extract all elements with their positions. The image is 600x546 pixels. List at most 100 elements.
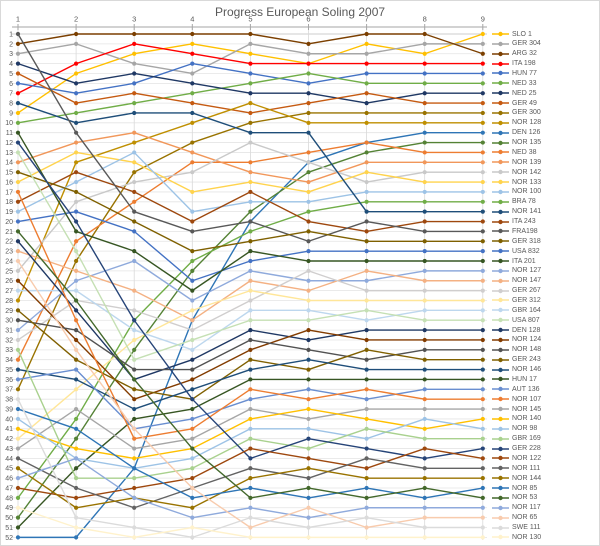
series-marker-icon [248,308,253,313]
series-marker-icon [306,308,311,313]
y-axis-tick-label: 7 [9,91,13,98]
series-marker-icon [74,347,79,352]
series-marker-icon [190,406,195,412]
series-marker-icon [480,258,485,264]
legend-label: ITA 198 [512,60,536,68]
series-marker-icon [364,397,369,402]
series-marker-icon [15,140,21,145]
series-marker-icon [306,505,311,510]
series-marker-icon [306,387,311,392]
series-marker-icon [422,239,427,244]
series-marker-icon [248,100,253,106]
series-marker-icon [132,535,137,540]
series-marker-icon [15,357,21,362]
x-axis-tick-label: 1 [16,15,20,24]
legend-label: AUT 136 [512,385,540,393]
series-marker-icon [306,397,311,402]
series-marker-icon [132,100,137,106]
series-marker-icon [15,120,21,125]
y-axis-tick-label: 43 [5,446,13,453]
legend-item: ITA 243 [492,217,536,227]
series-marker-icon [15,436,21,441]
series-marker-icon [190,120,195,125]
series-marker-icon [190,505,195,510]
series-marker-icon [480,318,485,323]
series-marker-icon [422,515,427,520]
series-marker-icon [132,258,137,264]
y-axis-tick-label: 46 [5,476,13,483]
series-marker-icon [364,179,369,185]
series-marker-icon [306,219,311,224]
series-marker-icon [132,446,137,451]
series-marker-icon [74,426,79,431]
series-marker-icon [74,258,79,264]
y-axis-tick-label: 36 [5,377,13,384]
series-marker-icon [306,160,311,165]
legend-item: USA 807 [492,315,540,325]
series-marker-icon [480,347,485,352]
x-axis-tick-label: 9 [481,15,485,24]
series-marker-icon [364,466,369,471]
y-axis-tick-label: 34 [5,357,13,364]
y-axis-tick-label: 15 [5,170,13,177]
series-marker-icon [15,150,21,155]
series-marker-icon [132,51,137,56]
series-marker-icon [132,397,137,402]
series-marker-icon [15,397,21,402]
y-axis-tick-label: 30 [5,318,13,325]
series-marker-icon [15,229,21,234]
series-marker-icon [74,41,79,46]
series-marker-icon [480,278,485,283]
series-marker-icon [306,446,311,451]
series-marker-icon [132,219,137,224]
series-marker-icon [364,387,369,392]
series-marker-icon [74,367,79,372]
series-marker-icon [364,249,369,254]
series-marker-icon [132,110,137,116]
legend-label: GER 304 [512,40,541,48]
series-marker-icon [15,160,21,165]
series-marker-icon [74,268,79,273]
series-marker-icon [248,387,253,392]
series-marker-icon [15,495,21,500]
series-marker-icon [364,81,369,86]
series-marker-icon [190,31,195,37]
series-marker-icon [306,130,311,135]
series-marker-icon [15,199,21,204]
legend-marker-icon [492,318,509,323]
series-marker-icon [480,91,485,96]
series-marker-icon [364,416,369,422]
legend-marker-icon [492,268,509,274]
y-axis-tick-label: 41 [5,426,13,433]
legend-label: NOR 139 [512,158,542,166]
series-marker-icon [248,436,253,441]
series-marker-icon [132,199,137,204]
series-marker-icon [15,170,21,175]
series-marker-icon [132,495,137,500]
series-marker-icon [422,189,427,195]
legend-item: GER 300 [492,108,541,118]
y-axis-tick-label: 50 [5,515,13,522]
series-marker-icon [248,525,253,530]
legend-item: NOR 140 [492,414,541,424]
legend-item: NOR 111 [492,463,540,473]
series-marker-icon [306,406,311,412]
legend-item: GER 312 [492,295,541,305]
series-marker-icon [480,426,485,431]
series-marker-icon [422,81,427,86]
legend-item: SWE 111 [492,523,541,533]
legend-item: AUT 136 [492,384,540,394]
series-marker-icon [132,81,137,86]
series-marker-icon [364,239,369,244]
series-marker-icon [422,387,427,392]
series-marker-icon [248,535,253,540]
x-axis-tick-label: 2 [74,15,78,24]
legend-label: NOR 100 [512,188,542,196]
series-marker-icon [364,485,369,491]
legend-label: GBR 164 [512,306,541,314]
legend-item: FRA198 [492,226,538,236]
legend-label: FRA198 [512,227,538,235]
series-marker-icon [248,495,253,500]
legend-marker-icon [492,110,509,116]
series-marker-icon [190,140,195,145]
